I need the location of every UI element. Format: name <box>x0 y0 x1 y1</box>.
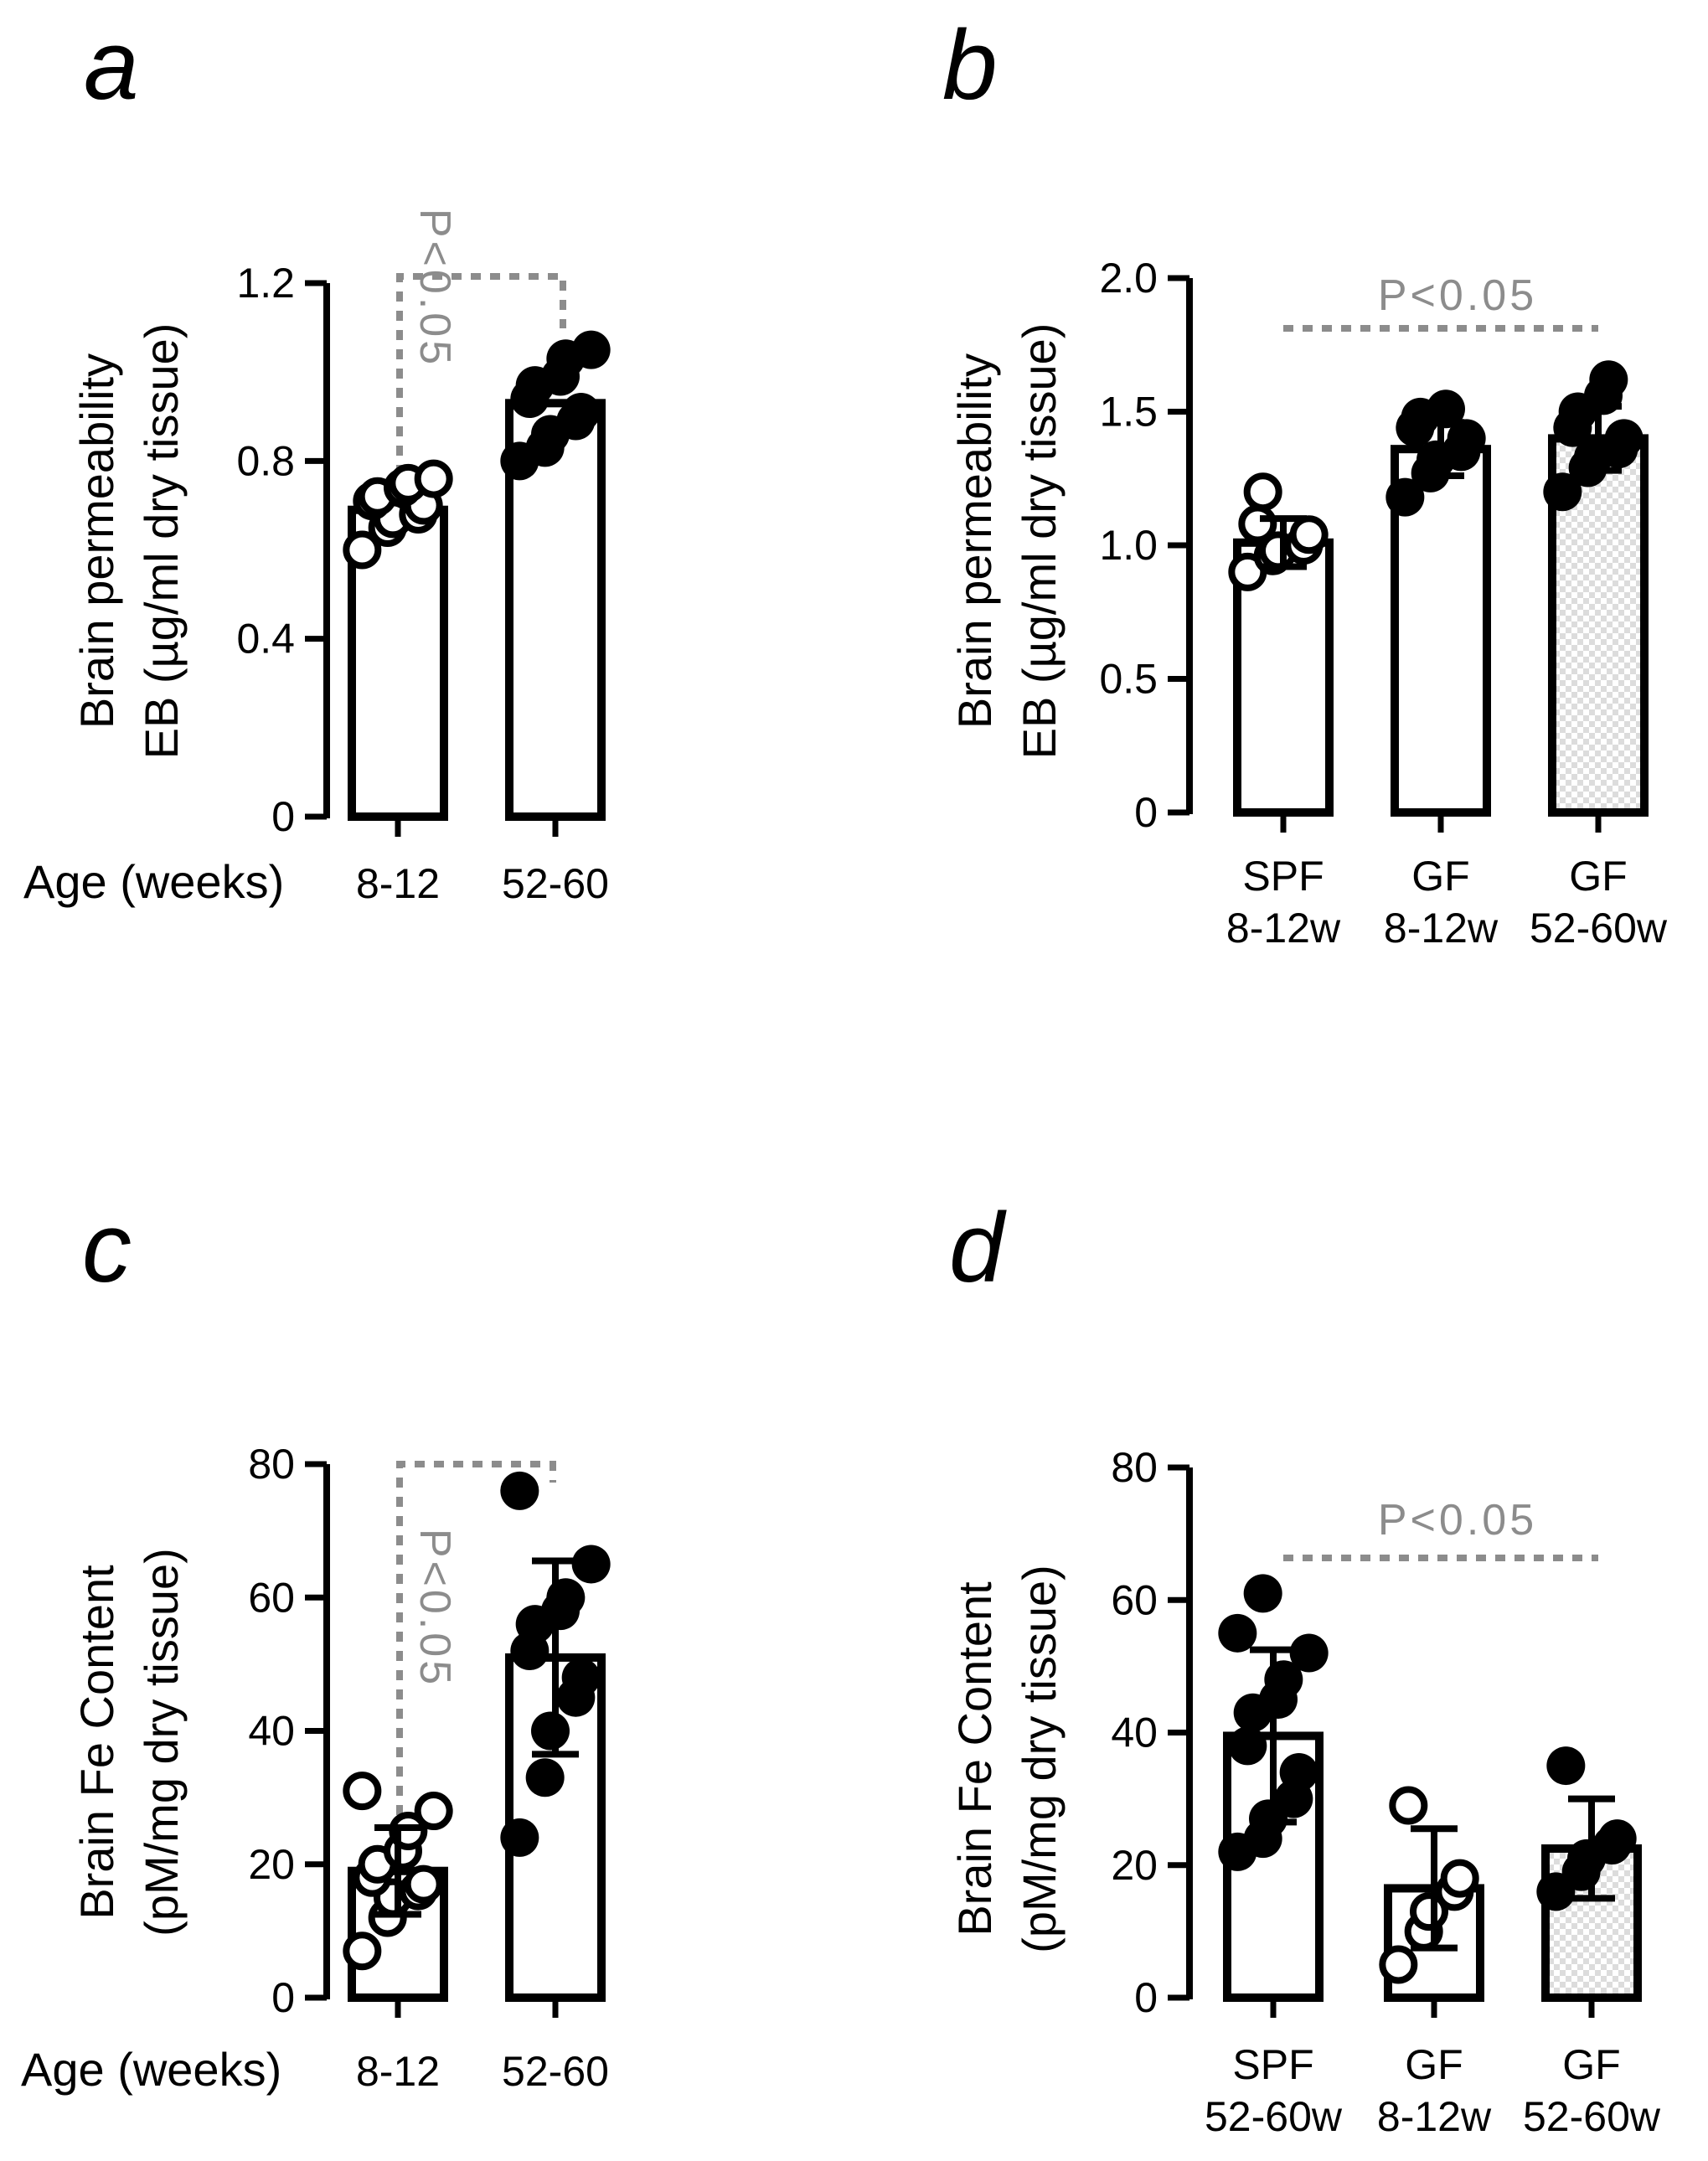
data-point-filled <box>1427 389 1465 429</box>
panel-letter-b: b <box>942 10 998 121</box>
y-axis-title-line2-a: EB (µg/ml dry tissue) <box>135 323 188 760</box>
data-point-filled <box>1447 419 1486 458</box>
y-tick-label: 1.0 <box>1099 522 1158 569</box>
data-point-filled <box>500 1818 539 1857</box>
category-label: 8-12 <box>356 2048 440 2095</box>
significance-bracket <box>396 1461 556 1834</box>
y-tick-label: 1.2 <box>236 260 295 307</box>
x-axis-title-a: Age (weeks) <box>23 855 284 908</box>
significance-label-d: P<0.05 <box>1378 1496 1537 1545</box>
category-label: 52-60w <box>1523 2093 1661 2140</box>
y-tick-label: 60 <box>1111 1576 1158 1623</box>
category-label: 52-60w <box>1205 2093 1343 2140</box>
y-tick-label: 0 <box>271 793 295 840</box>
significance-label-b: P<0.05 <box>1378 271 1537 320</box>
data-point-filled <box>500 1471 539 1510</box>
chart-panel-c: Brain Fe Content (pM/mg dry tissue) Age … <box>21 1441 611 2096</box>
data-point-filled <box>1243 1574 1282 1613</box>
category-label: GF <box>1569 853 1627 900</box>
y-tick-label: 20 <box>1111 1842 1158 1889</box>
category-label: 52-60w <box>1530 905 1668 952</box>
category-label: SPF <box>1232 2041 1313 2088</box>
data-point-filled <box>1228 1726 1267 1766</box>
y-tick-label: 1.5 <box>1099 389 1158 436</box>
data-point-open <box>1379 1945 1418 1984</box>
category-label: GF <box>1411 853 1469 900</box>
category-label: GF <box>1562 2041 1620 2088</box>
significance-label-a: P<0.05 <box>410 209 459 368</box>
y-axis-title-line1-d: Brain Fe Content <box>948 1581 1001 1937</box>
x-axis-title-c: Age (weeks) <box>21 2043 281 2096</box>
y-tick-label: 0.4 <box>236 616 295 663</box>
category-label: SPF <box>1242 853 1324 900</box>
data-point-filled <box>531 1711 570 1751</box>
y-tick-label: 80 <box>248 1441 295 1488</box>
y-tick-label: 60 <box>248 1574 295 1621</box>
data-point-filled <box>561 392 601 431</box>
y-tick-label: 0 <box>1134 1974 1158 2021</box>
y-axis-title-line2-d: (pM/mg dry tissue) <box>1013 1565 1066 1953</box>
category-label: 8-12w <box>1384 905 1499 952</box>
data-point-open <box>1289 515 1329 554</box>
chart-panel-b: Brain permeability EB (µg/ml dry tissue)… <box>948 255 1668 952</box>
data-point-filled <box>561 1658 601 1697</box>
y-axis-title-line2-c: (pM/mg dry tissue) <box>135 1548 188 1937</box>
panel-letter-c: c <box>82 1193 132 1303</box>
data-point-open <box>1243 472 1282 512</box>
y-tick-label: 0.8 <box>236 437 295 484</box>
y-tick-label: 0 <box>271 1974 295 2021</box>
data-point-filled <box>1589 360 1628 400</box>
data-point-filled <box>1546 1746 1586 1786</box>
data-point-filled <box>1543 472 1582 512</box>
category-label: 8-12 <box>356 860 440 907</box>
y-tick-label: 40 <box>1111 1710 1158 1756</box>
y-tick-label: 0.5 <box>1099 656 1158 703</box>
significance-bracket <box>396 273 566 494</box>
data-point-open <box>414 459 453 498</box>
data-point-filled <box>1597 1819 1637 1859</box>
data-point-filled <box>1279 1752 1318 1792</box>
category-label: 52-60 <box>502 860 609 907</box>
data-point-open <box>343 530 382 570</box>
category-label: 52-60 <box>502 2048 609 2095</box>
data-point-filled <box>1289 1633 1329 1673</box>
category-label: 8-12w <box>1377 2093 1492 2140</box>
panel-letter-a: a <box>84 10 139 121</box>
data-point-open <box>414 1792 453 1831</box>
data-point-filled <box>571 330 611 369</box>
y-tick-label: 2.0 <box>1099 255 1158 302</box>
data-point-open <box>343 1931 382 1971</box>
data-point-filled <box>525 1758 565 1797</box>
data-point-open <box>1440 1859 1479 1898</box>
data-point-open <box>343 1772 382 1811</box>
data-point-open <box>1238 504 1277 544</box>
chart-panel-a: Brain permeability EB (µg/ml dry tissue)… <box>23 209 611 908</box>
category-label: GF <box>1405 2041 1463 2088</box>
y-tick-label: 20 <box>248 1841 295 1888</box>
significance-label-c: P<0.05 <box>410 1529 459 1688</box>
y-axis-title-line1-c: Brain Fe Content <box>70 1565 123 1920</box>
data-point-open <box>404 1864 443 1904</box>
category-label: 8-12w <box>1226 905 1341 952</box>
data-point-filled <box>1218 1613 1257 1653</box>
data-point-filled <box>1604 419 1643 458</box>
y-axis-title-line2-b: EB (µg/ml dry tissue) <box>1013 323 1066 760</box>
panel-letter-d: d <box>949 1193 1007 1303</box>
y-tick-label: 80 <box>1111 1444 1158 1491</box>
data-point-filled <box>1385 477 1425 517</box>
y-axis-title-line1-a: Brain permeability <box>70 353 123 729</box>
data-point-open <box>1389 1786 1428 1825</box>
y-tick-label: 40 <box>248 1708 295 1755</box>
chart-panel-d: Brain Fe Content (pM/mg dry tissue) P<0.… <box>948 1444 1661 2140</box>
y-axis-title-line1-b: Brain permeability <box>948 353 1001 729</box>
data-point-filled <box>571 1545 611 1584</box>
y-tick-label: 0 <box>1134 789 1158 836</box>
